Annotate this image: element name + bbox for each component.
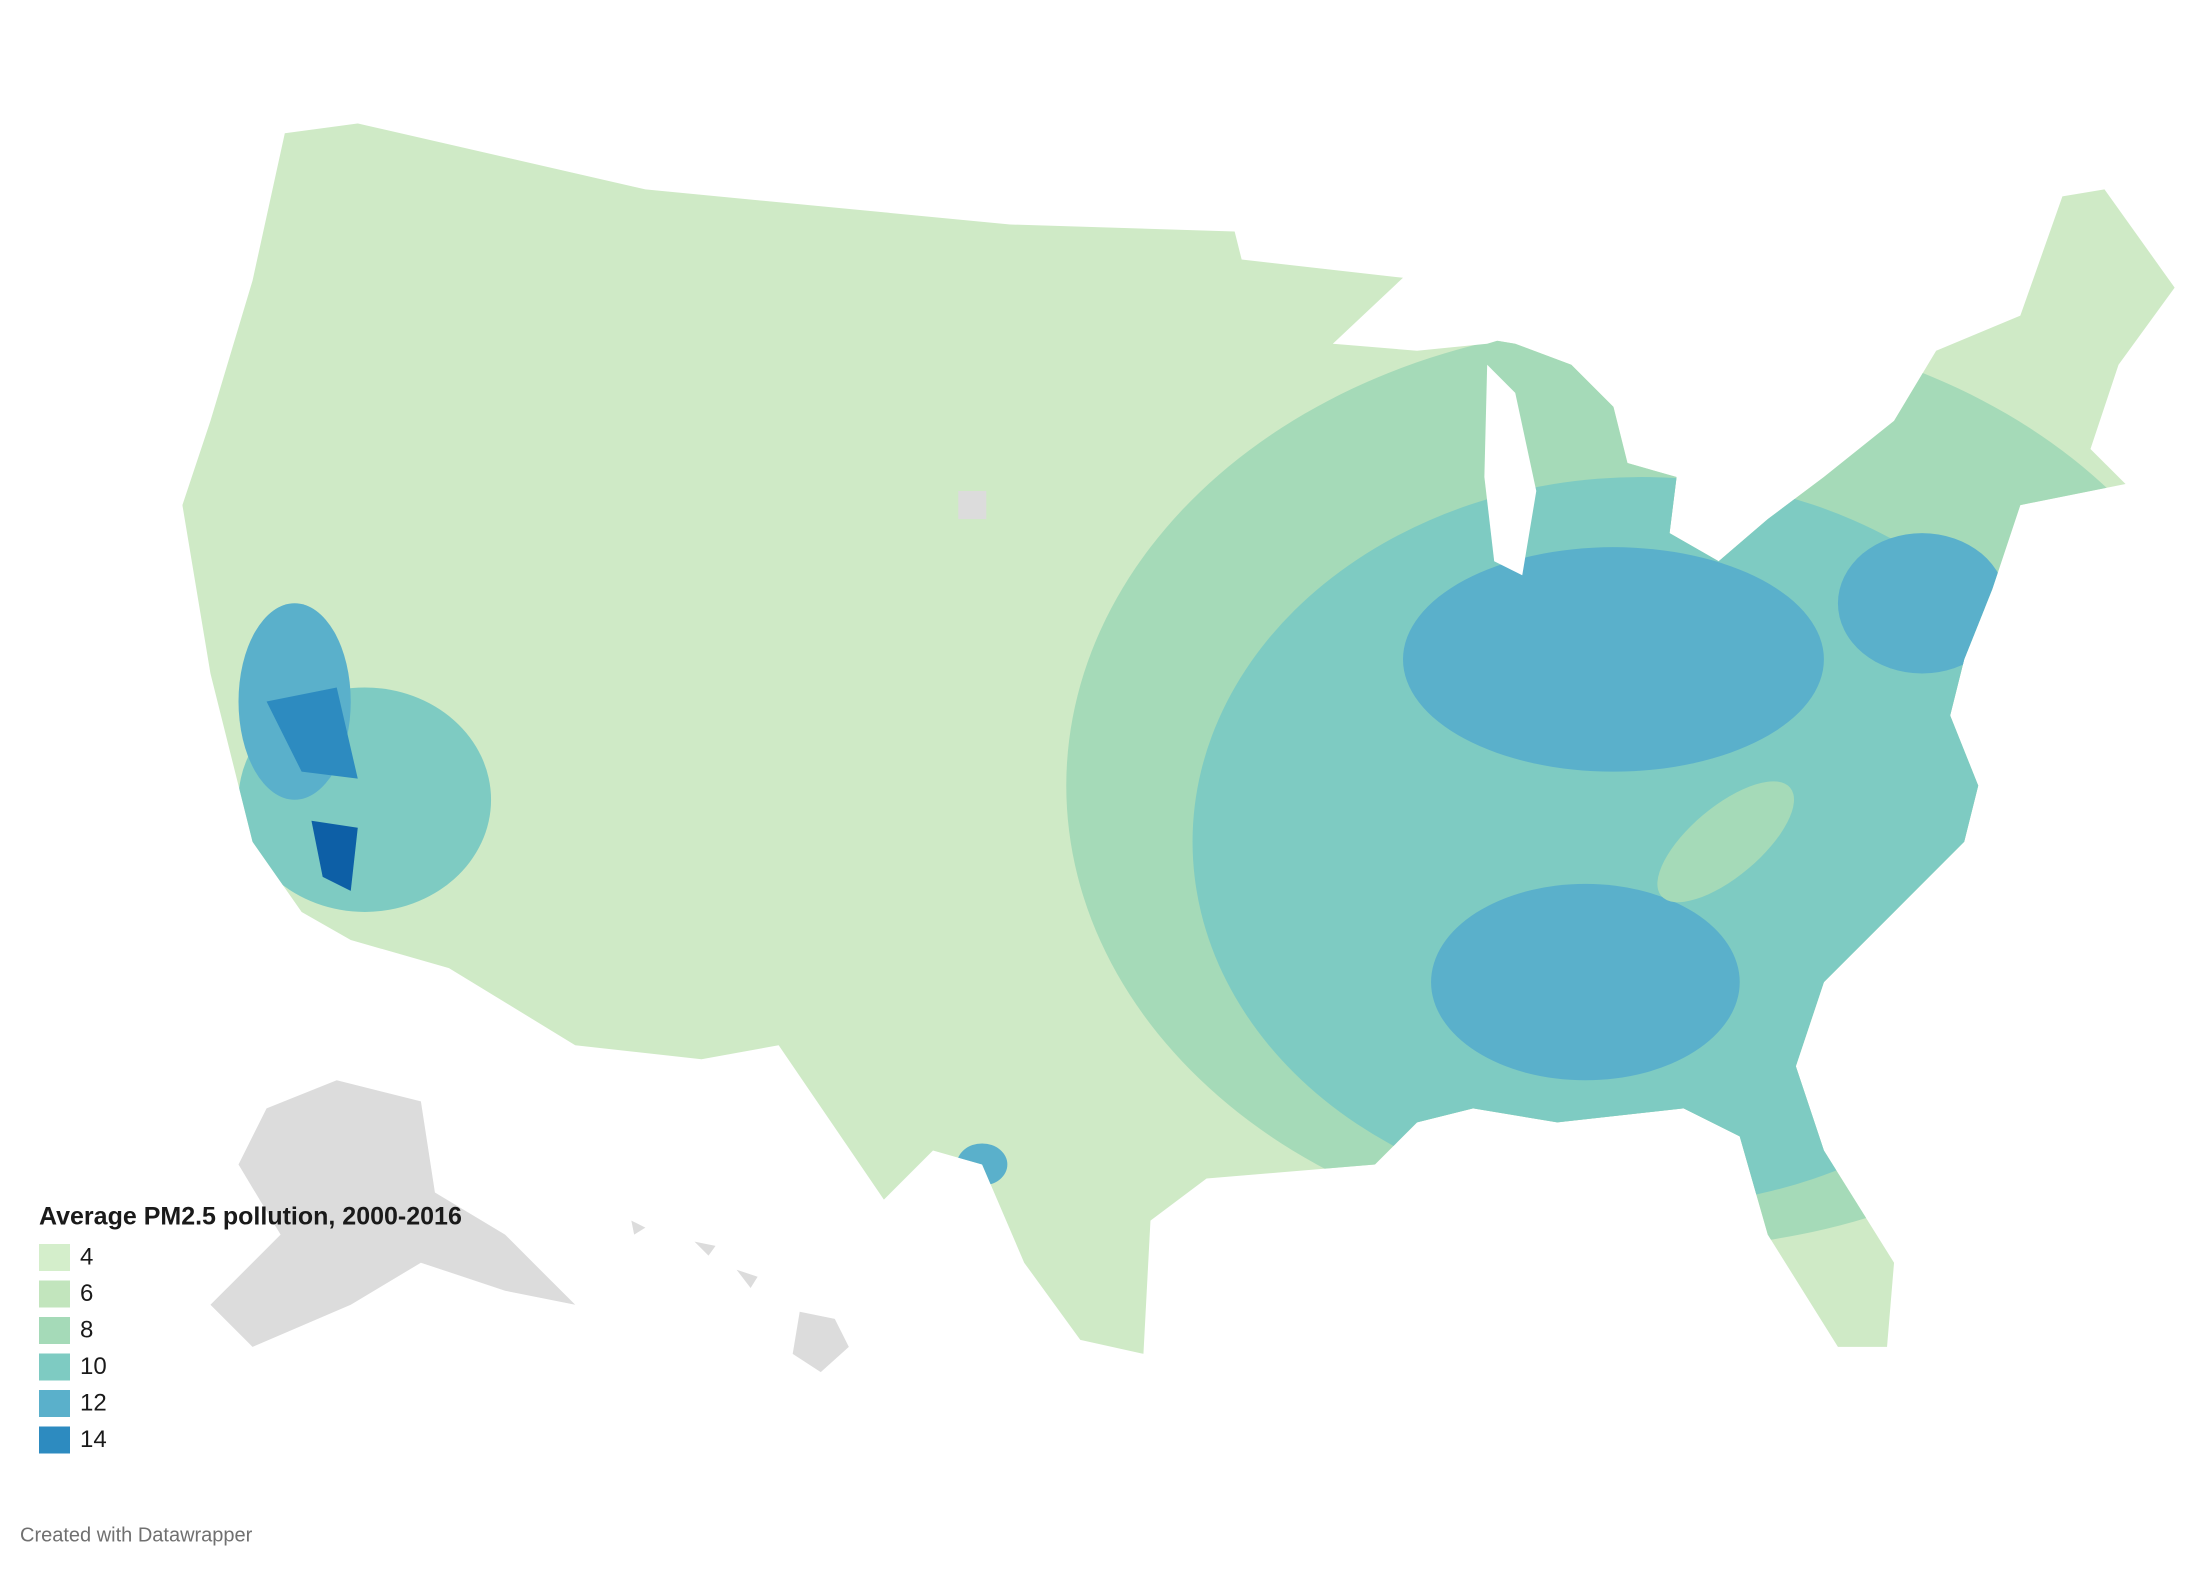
region [1431, 883, 1740, 1081]
lake-michigan [1484, 364, 1537, 576]
region [1837, 533, 2007, 674]
region [1403, 547, 1824, 772]
legend-swatch [39, 1353, 70, 1381]
legend-title: Average PM2.5 pollution, 2000-2016 [39, 1203, 462, 1231]
legend-swatch [39, 1426, 70, 1454]
counties [182, 123, 2175, 1354]
legend-swatch [39, 1317, 70, 1344]
footer: Created with Datawrapper [20, 1524, 253, 1546]
no-data [958, 491, 987, 520]
hawaii [792, 1311, 849, 1373]
legend-label: 6 [80, 1280, 93, 1307]
legend-swatch [39, 1244, 70, 1271]
map [182, 123, 2175, 1373]
legend-swatch [39, 1390, 70, 1417]
lake-huron [1676, 462, 1740, 562]
legend-label: 12 [80, 1389, 107, 1416]
legend-label: 10 [80, 1353, 107, 1380]
alaska [210, 1080, 576, 1347]
hawaii-islands [631, 1220, 758, 1288]
region [266, 687, 358, 779]
legend-label: 8 [80, 1316, 93, 1343]
region [1657, 781, 1795, 903]
legend-label: 4 [80, 1243, 93, 1270]
legend: 4 6 8 10 12 14 [39, 1243, 107, 1454]
region [311, 820, 358, 891]
region [956, 1143, 1008, 1186]
legend-label: 14 [80, 1426, 107, 1453]
lake-superior [1332, 301, 1558, 351]
legend-swatch [39, 1280, 70, 1308]
